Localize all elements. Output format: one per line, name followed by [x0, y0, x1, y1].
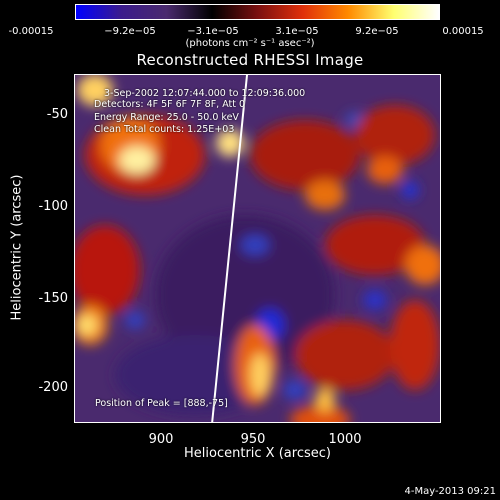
plot-title: Reconstructed RHESSI Image — [136, 51, 364, 69]
rhessi-image — [75, 75, 440, 422]
colorbar-tick-label: −3.1e−05 — [187, 26, 239, 37]
rhessi-image-plot: 3-Sep-2002 12:07:44.000 to 12:09:36.000 … — [74, 74, 441, 423]
clean-counts-annotation: Clean Total counts: 1.25E+03 — [94, 124, 235, 135]
colorbar — [75, 4, 440, 20]
solar-limb-line — [211, 75, 248, 422]
colorbar-tick-label: -0.00015 — [8, 26, 54, 37]
y-tick-label: -100 — [38, 199, 68, 214]
colorbar-tick-label: 3.1e−05 — [275, 26, 319, 37]
x-tick-label: 1000 — [328, 432, 362, 447]
x-tick-label: 950 — [240, 432, 266, 447]
energy-range-annotation: Energy Range: 25.0 - 50.0 keV — [94, 112, 239, 123]
colorbar-tick-label: 9.2e−05 — [355, 26, 399, 37]
colorbar-tick-label: −9.2e−05 — [104, 26, 156, 37]
peak-position-annotation: Position of Peak = [888,-75] — [95, 398, 228, 409]
x-axis-label: Heliocentric X (arcsec) — [184, 446, 331, 461]
y-tick-label: -200 — [38, 380, 68, 395]
time-range-annotation: 3-Sep-2002 12:07:44.000 to 12:09:36.000 — [104, 88, 306, 99]
colorbar-tick-label: 0.00015 — [442, 26, 484, 37]
x-tick-label: 900 — [148, 432, 174, 447]
detectors-annotation: Detectors: 4F 5F 6F 7F 8F, Att 0 — [94, 99, 246, 110]
y-tick-label: -150 — [38, 291, 68, 306]
y-tick-label: -50 — [46, 107, 68, 122]
colorbar-units: (photons cm⁻² s⁻¹ asec⁻²) — [185, 38, 315, 49]
footer-date: 4-May-2013 09:21 — [404, 486, 496, 497]
y-axis-label: Heliocentric Y (arcsec) — [9, 174, 25, 321]
